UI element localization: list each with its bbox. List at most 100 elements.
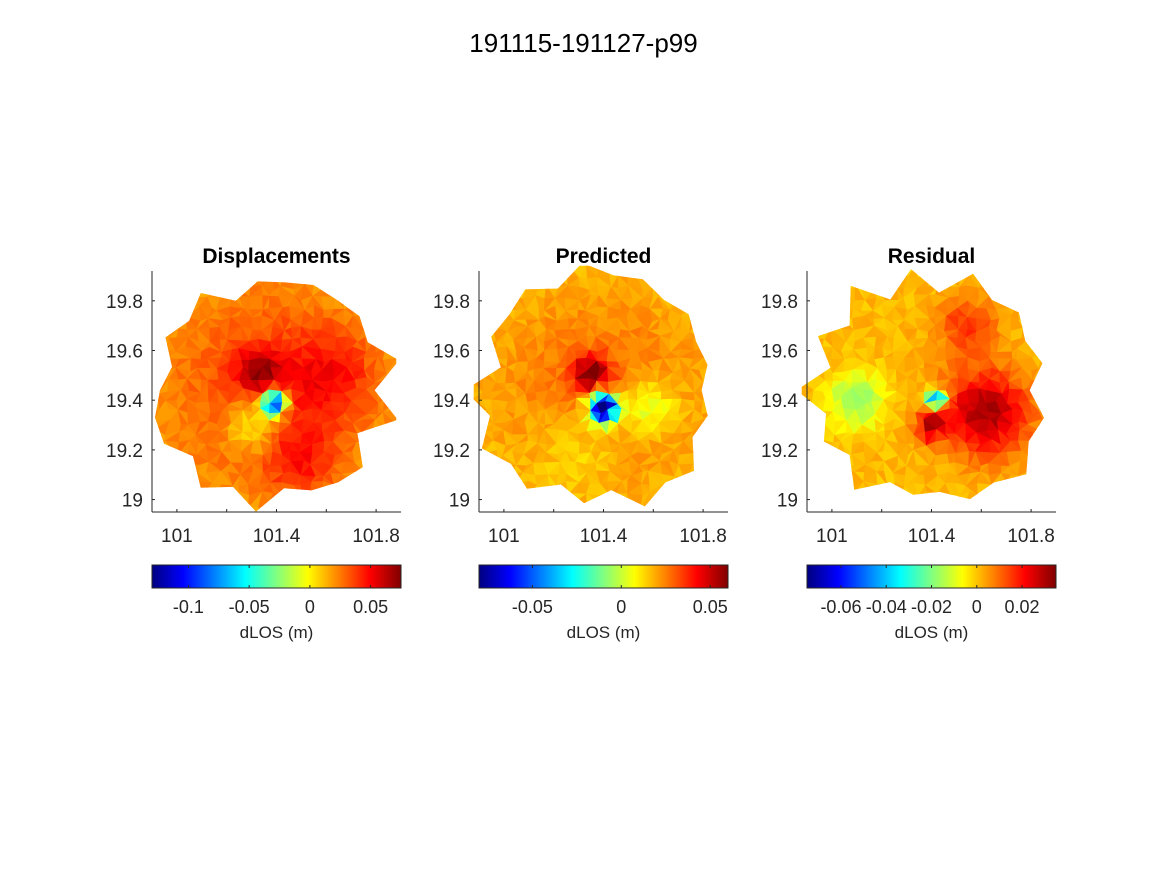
field-triangle [813, 269, 824, 279]
field-triangle [351, 495, 365, 507]
field-triangle [175, 308, 187, 317]
field-triangle [174, 463, 189, 475]
field-triangle [881, 276, 899, 290]
field-triangle [667, 265, 685, 279]
field-triangle [810, 316, 823, 329]
colorbar-tick-label: 0.05 [693, 597, 728, 617]
colorbar-tick-label: -0.05 [229, 597, 270, 617]
field-triangle [694, 275, 704, 291]
field-triangle [830, 308, 844, 318]
field-triangle [1037, 377, 1044, 389]
field-triangle [169, 308, 180, 322]
field-triangle [1005, 481, 1022, 495]
field-triangle [155, 369, 159, 384]
field-triangle [904, 502, 919, 514]
colorbar-gradient [806, 564, 1057, 589]
field-triangle [997, 273, 1009, 290]
field-triangle [1006, 481, 1020, 495]
field-triangle [155, 325, 156, 341]
field-triangle [824, 502, 833, 514]
field-triangle [820, 308, 833, 318]
field-triangle [387, 452, 397, 465]
field-triangle [382, 470, 397, 485]
field-triangle [640, 503, 652, 507]
field-triangle [801, 423, 811, 432]
field-triangle [538, 495, 545, 506]
field-triangle [157, 293, 172, 306]
field-triangle [352, 266, 366, 279]
field-triangle [574, 265, 587, 278]
field-triangle [608, 492, 623, 507]
field-triangle [473, 350, 483, 358]
field-triangle [187, 281, 202, 288]
field-triangle [147, 266, 155, 278]
field-triangle [822, 286, 833, 298]
field-triangle [155, 444, 162, 454]
field-triangle [1036, 324, 1044, 343]
field-triangle [1027, 324, 1039, 337]
field-triangle [375, 480, 387, 496]
field-triangle [363, 283, 377, 296]
field-triangle [218, 483, 234, 494]
field-triangle [1007, 269, 1022, 280]
field-triangle [503, 492, 518, 503]
field-triangle [701, 433, 708, 445]
field-triangle [1033, 506, 1041, 515]
field-triangle [362, 484, 377, 497]
field-triangle [715, 352, 723, 361]
field-triangle [1018, 483, 1032, 495]
field-triangle [268, 504, 282, 512]
field-triangle [515, 483, 525, 498]
field-triangle [995, 287, 1010, 300]
field-triangle [155, 318, 171, 327]
field-triangle [164, 483, 182, 494]
field-triangle [711, 330, 723, 340]
field-triangle [830, 316, 843, 329]
field-triangle [484, 306, 497, 317]
field-triangle [840, 269, 853, 279]
colorbar-label: dLOS (m) [895, 623, 969, 642]
field-triangle [376, 304, 389, 322]
colorbar-tick-label: -0.1 [173, 597, 204, 617]
field-triangle [231, 491, 241, 506]
field-triangle [523, 496, 539, 506]
field-triangle [574, 500, 591, 507]
field-triangle [1038, 474, 1044, 484]
field-triangle [702, 294, 708, 312]
field-triangle [473, 452, 484, 465]
field-triangle [206, 490, 220, 503]
field-triangle [185, 304, 202, 322]
field-triangle [1007, 294, 1019, 306]
field-triangle [218, 286, 233, 296]
field-triangle [363, 281, 374, 285]
field-triangle [545, 274, 560, 287]
field-triangle [176, 281, 189, 290]
field-triangle [373, 288, 386, 296]
field-triangle [680, 481, 692, 493]
field-triangle [333, 484, 347, 497]
y-tick-label: 19.2 [761, 441, 798, 462]
field-triangle [302, 492, 311, 508]
field-triangle [810, 460, 825, 477]
field-triangle [1027, 452, 1039, 463]
field-triangle [1039, 348, 1044, 359]
field-triangle [716, 294, 724, 310]
field-triangle [987, 503, 1001, 515]
field-triangle [1027, 316, 1039, 332]
field-triangle [155, 377, 160, 394]
field-triangle [155, 391, 159, 399]
field-triangle [176, 451, 189, 465]
field-triangle [175, 296, 189, 310]
field-triangle [866, 269, 879, 280]
field-triangle [226, 281, 240, 290]
field-triangle [1016, 269, 1030, 280]
field-triangle [383, 285, 397, 296]
field-triangle [607, 507, 622, 514]
field-triangle [927, 492, 938, 500]
field-triangle [988, 288, 1003, 297]
field-triangle [714, 310, 723, 319]
field-triangle [384, 494, 398, 503]
field-triangle [473, 285, 484, 300]
field-triangle [1007, 288, 1022, 298]
field-triangle [1037, 387, 1044, 401]
